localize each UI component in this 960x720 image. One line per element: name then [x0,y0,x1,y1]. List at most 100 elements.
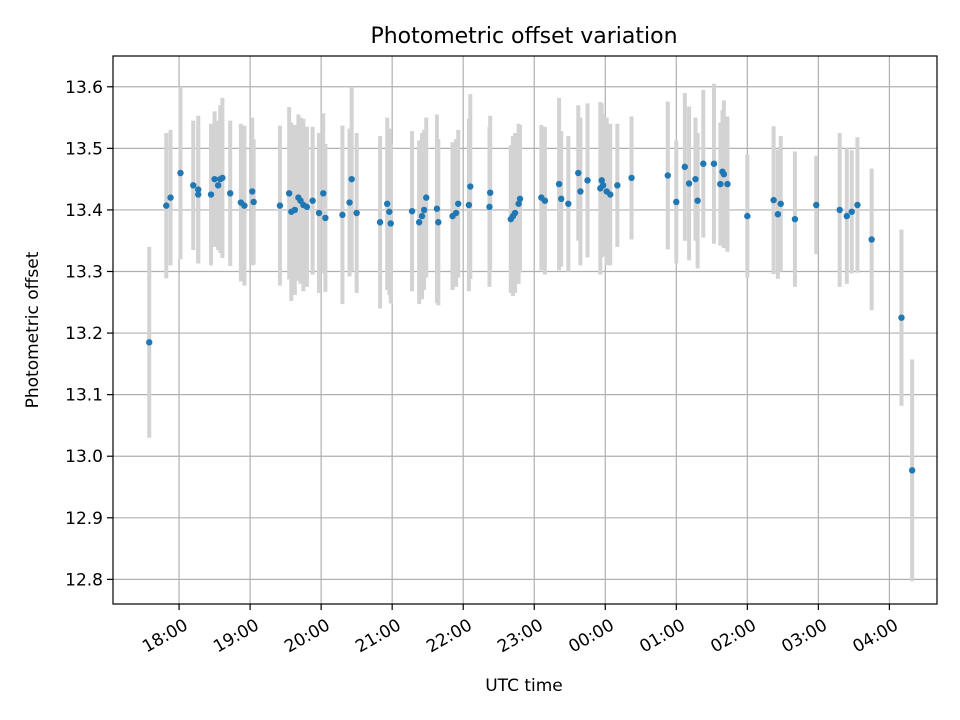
data-point [681,163,689,171]
x-tick-label: 21:00 [352,615,404,657]
data-point [868,236,875,243]
data-point [423,194,430,201]
x-axis-label: UTC time [485,676,563,696]
data-point [628,174,635,182]
data-point [452,209,460,217]
y-tick-label: 13.5 [65,139,103,159]
data-point [207,191,215,198]
data-point [720,171,728,178]
data-point [190,182,197,189]
data-point [577,188,584,195]
data-point [700,160,707,167]
data-point [309,197,316,204]
data-point [541,197,549,204]
data-point [854,201,861,209]
data-point [315,209,323,217]
data-point [383,200,391,207]
data-point [848,208,855,215]
data-point [285,190,293,197]
data-point [791,215,799,223]
data-point [348,175,355,183]
y-tick-label: 13.3 [65,263,103,283]
data-point [420,206,428,214]
x-tick-label: 19:00 [210,615,262,657]
data-point [455,200,462,207]
chart-title: Photometric offset variation [370,24,677,49]
y-tick-label: 13.1 [65,386,103,406]
data-point [777,200,784,207]
data-point [227,190,234,197]
y-tick-label: 13.2 [65,324,103,344]
data-point [353,209,360,217]
data-point [744,212,751,220]
x-tick-label: 22:00 [423,615,475,657]
data-point [376,219,384,226]
data-point [320,190,327,197]
data-point [214,182,222,189]
data-point [418,212,426,220]
data-point [724,180,731,188]
data-point [303,203,311,211]
y-tick-label: 12.9 [65,509,103,529]
data-point [558,195,565,203]
data-point [291,206,299,214]
data-point [249,188,256,195]
x-tick-label: 20:00 [281,615,333,657]
data-point [211,175,218,183]
data-point [465,201,473,209]
x-tick-label: 00:00 [565,615,617,657]
data-point [565,200,572,207]
data-point [276,202,284,209]
x-tick-label: 02:00 [707,615,759,657]
data-point [167,194,174,201]
data-point [908,467,916,474]
data-point [146,339,153,346]
data-point [467,183,474,190]
data-point [177,169,184,177]
data-point [584,177,591,184]
data-point [339,211,346,219]
y-tick-label: 13.6 [65,78,103,98]
data-point [415,219,423,226]
data-point [195,191,202,198]
data-point [598,177,605,184]
data-point [692,175,699,183]
y-tick-label: 13.4 [65,201,103,221]
y-axis-label: Photometric offset [23,251,43,408]
plot-frame [112,55,938,605]
x-tick-label: 18:00 [139,615,191,657]
data-point [710,160,718,167]
data-point [599,182,607,189]
data-point [607,191,614,198]
data-point [163,202,170,209]
data-point [408,207,416,215]
data-point [694,197,701,204]
x-tick-label: 04:00 [849,615,901,657]
point-layer [146,160,916,474]
data-point [836,206,843,214]
x-tick-label: 23:00 [494,615,546,657]
data-point [555,180,563,188]
x-tick-label: 03:00 [778,615,830,657]
data-point [241,202,248,209]
data-point [433,205,441,212]
data-point [898,314,905,321]
data-point [250,198,257,206]
data-point [614,182,621,189]
data-point [387,220,394,227]
data-point [717,180,724,188]
data-point [774,211,782,218]
y-tick-label: 13.0 [65,447,103,467]
data-point [843,212,850,220]
data-point [386,208,393,215]
data-point [511,209,519,217]
data-point [435,219,442,226]
data-point [664,172,671,179]
data-point [673,198,680,206]
data-point [575,169,582,177]
data-point [486,203,493,211]
grid-layer [113,56,937,604]
errorbar-layer [147,83,915,582]
data-point [770,196,777,204]
